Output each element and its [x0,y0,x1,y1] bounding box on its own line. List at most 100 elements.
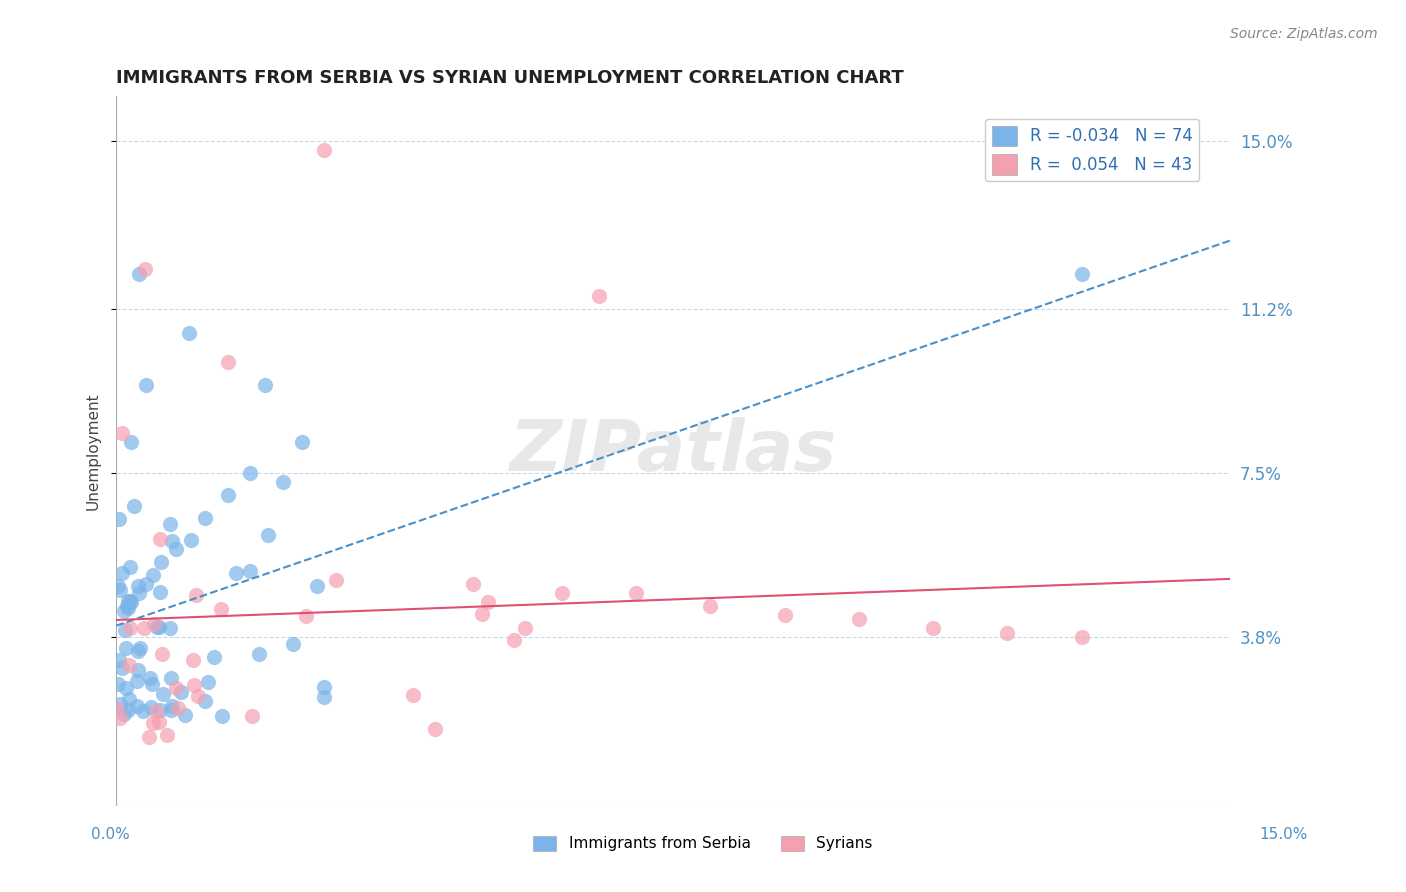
Point [108,512,131,526]
Point [105,702,128,716]
Point [134,621,156,635]
Point [118,691,141,706]
Y-axis label: Unemployment: Unemployment [86,392,100,510]
Point [848,612,870,626]
Point [149,533,172,547]
Point [314,143,336,157]
Point [118,657,141,672]
Point [271,475,294,489]
Point [253,377,276,392]
Point [125,699,148,714]
Point [211,709,233,723]
Point [305,579,328,593]
Point [145,704,167,718]
Point [247,647,270,661]
Point [295,608,318,623]
Point [160,703,183,717]
Point [183,678,205,692]
Point [127,663,149,677]
Point [150,647,173,661]
Point [502,633,524,648]
Point [148,620,170,634]
Point [128,641,150,656]
Point [256,528,278,542]
Point [471,607,494,621]
Point [110,583,132,598]
Point [139,671,162,685]
Point [125,674,148,689]
Point [181,652,204,666]
Point [162,533,184,548]
Point [110,711,132,725]
Point [112,707,135,722]
Legend: R = -0.034   N = 74, R =  0.054   N = 43: R = -0.034 N = 74, R = 0.054 N = 43 [986,119,1199,181]
Point [108,697,131,711]
Point [108,653,131,667]
Point [773,608,796,623]
Point [120,560,142,574]
Point [291,435,314,450]
Point [135,577,157,591]
Point [141,677,163,691]
Point [477,595,499,609]
Point [122,499,145,513]
Point [461,577,484,591]
Point [117,703,139,717]
Point [239,466,262,480]
Point [127,579,149,593]
Point [194,510,217,524]
Point [312,680,335,694]
Point [225,566,247,581]
Point [425,722,447,736]
Point [118,594,141,608]
Point [1070,630,1092,644]
Point [922,621,945,635]
Point [135,377,157,392]
Point [128,267,150,281]
Point [513,621,536,635]
Text: Source: ZipAtlas.com: Source: ZipAtlas.com [1230,27,1378,41]
Point [120,595,142,609]
Point [159,671,181,685]
Point [1070,267,1092,281]
Point [173,707,195,722]
Point [194,694,217,708]
Point [159,621,181,635]
Point [139,699,162,714]
Point [146,620,169,634]
Point [170,684,193,698]
Point [160,698,183,713]
Point [111,566,134,580]
Text: 0.0%: 0.0% [91,827,131,841]
Point [152,687,174,701]
Text: IMMIGRANTS FROM SERBIA VS SYRIAN UNEMPLOYMENT CORRELATION CHART: IMMIGRANTS FROM SERBIA VS SYRIAN UNEMPLO… [117,69,904,87]
Point [132,704,155,718]
Point [156,727,179,741]
Point [149,585,172,599]
Point [325,574,347,588]
Point [209,602,232,616]
Point [128,586,150,600]
Point [115,681,138,695]
Point [115,640,138,655]
Point [117,601,139,615]
Point [107,579,129,593]
Point [217,488,239,502]
Point [142,617,165,632]
Point [134,261,156,276]
Point [120,435,142,450]
Text: ZIPatlas: ZIPatlas [509,417,837,485]
Point [314,690,336,705]
Point [180,533,202,547]
Point [167,701,190,715]
Point [148,714,170,729]
Point [117,599,139,614]
Point [165,541,187,556]
Point [184,588,207,602]
Point [107,676,129,690]
Point [142,715,165,730]
Point [120,621,142,635]
Point [165,681,187,696]
Point [127,644,149,658]
Point [551,586,574,600]
